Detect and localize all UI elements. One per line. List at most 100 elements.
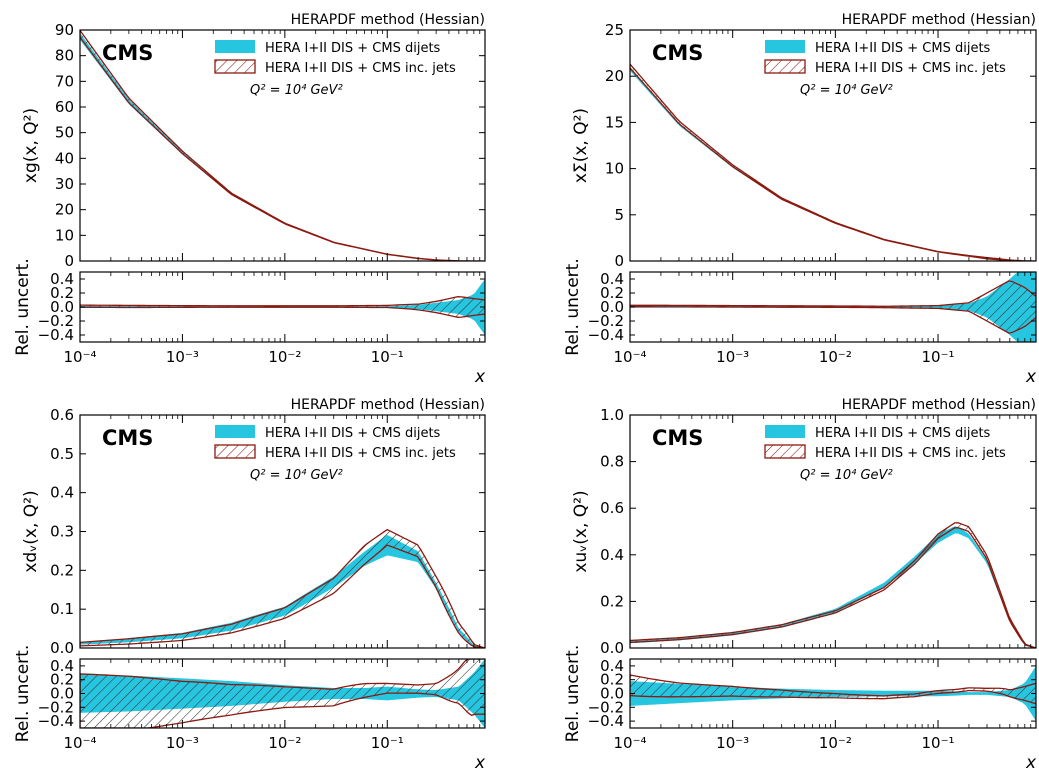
legend-label-dijets: HERA I+II DIS + CMS dijets: [815, 426, 991, 441]
x-axis-label: x: [1025, 753, 1037, 773]
x-axis-label: x: [474, 367, 486, 387]
ratio-tick-label: −0.2: [38, 698, 74, 716]
x-tick-label: 10⁻³: [166, 734, 199, 752]
legend-label-dijets: HERA I+II DIS + CMS dijets: [815, 41, 991, 56]
legend-swatch-dijets: [765, 425, 805, 438]
y-tick-label: 70: [55, 72, 74, 90]
x-tick-label: 10⁻²: [819, 348, 852, 366]
ratio-tick-label: −0.2: [588, 698, 624, 716]
ratio-tick-label: 0.0: [600, 298, 624, 316]
ratio-tick-label: −0.4: [588, 326, 624, 344]
chart-panel-3: 0.00.10.20.30.40.50.60.40.20.0−0.2−0.410…: [13, 397, 486, 773]
y-tick-label: 0: [64, 252, 74, 270]
legend-swatch-incjets: [764, 444, 806, 459]
y-tick-label: 0: [614, 252, 624, 270]
ratio-band-incjets: [80, 296, 485, 318]
y-tick-label: 0.2: [600, 592, 624, 610]
ratio-tick-label: −0.4: [38, 326, 74, 344]
ratio-plot-area: [80, 659, 485, 728]
scale-label: Q² = 10⁴ GeV²: [800, 468, 893, 483]
y-axis-label: xg(x, Q²): [21, 108, 41, 183]
legend-swatch-incjets: [214, 444, 256, 459]
y-tick-label: 25: [605, 21, 624, 39]
x-tick-label: 10⁻⁴: [613, 734, 646, 752]
x-tick-label: 10⁻³: [716, 348, 749, 366]
y-tick-label: 30: [55, 175, 74, 193]
y-tick-label: 0.4: [50, 484, 74, 502]
scale-label: Q² = 10⁴ GeV²: [250, 83, 343, 98]
scale-label: Q² = 10⁴ GeV²: [800, 83, 893, 98]
series-band-dijets: [80, 534, 485, 648]
ratio-tick-label: 0.4: [50, 657, 74, 675]
ratio-plot-area: [630, 272, 1036, 342]
y-tick-label: 15: [605, 113, 624, 131]
ratio-axis-label: Rel. uncert.: [563, 645, 583, 742]
x-tick-label: 10⁻⁴: [63, 348, 96, 366]
x-tick-label: 10⁻²: [268, 348, 301, 366]
ratio-axis-label: Rel. uncert.: [13, 645, 33, 742]
ratio-tick-label: 0.4: [600, 657, 624, 675]
x-axis-label: x: [474, 753, 486, 773]
y-tick-label: 0.1: [50, 600, 74, 618]
x-tick-label: 10⁻¹: [922, 734, 955, 752]
y-tick-label: 0.2: [50, 561, 74, 579]
legend-swatch-incjets: [764, 59, 806, 74]
x-tick-label: 10⁻²: [819, 734, 852, 752]
x-tick-label: 10⁻¹: [371, 734, 404, 752]
y-tick-label: 10: [605, 160, 624, 178]
legend-swatch-incjets: [214, 59, 256, 74]
y-tick-label: 0.3: [50, 523, 74, 541]
ratio-plot-area: [80, 279, 485, 335]
y-tick-label: 40: [55, 149, 74, 167]
x-tick-label: 10⁻³: [166, 348, 199, 366]
ratio-tick-label: 0.2: [50, 284, 74, 302]
ratio-tick-label: 0.0: [600, 685, 624, 703]
series-band-incjets: [80, 528, 485, 648]
main-plot-area: [80, 528, 485, 648]
y-tick-label: 0.6: [50, 406, 74, 424]
ratio-tick-label: −0.4: [588, 712, 624, 730]
legend-label-incjets: HERA I+II DIS + CMS inc. jets: [815, 61, 1006, 76]
ratio-tick-label: 0.2: [600, 284, 624, 302]
y-tick-label: 0.0: [600, 639, 624, 657]
ratio-plot-area: [630, 665, 1036, 722]
cms-label: CMS: [102, 41, 153, 65]
y-tick-label: 1.0: [600, 406, 624, 424]
scale-label: Q² = 10⁴ GeV²: [250, 468, 343, 483]
chart-panel-1: 0 10 20 30 40 50 60 70 80 90 0.40.20.0−0.2−0.4 10⁻⁴…: [13, 12, 486, 387]
method-label: HERAPDF method (Hessian): [842, 12, 1036, 28]
cms-label: CMS: [102, 426, 153, 450]
ratio-band-incjets: [630, 674, 1036, 705]
method-label: HERAPDF method (Hessian): [291, 12, 485, 28]
y-tick-label: 0.6: [600, 499, 624, 517]
ratio-tick-label: 0.2: [600, 671, 624, 689]
legend-label-incjets: HERA I+II DIS + CMS inc. jets: [265, 446, 456, 461]
y-tick-label: 5: [614, 206, 624, 224]
chart-panel-4: 0.00.20.40.60.81.00.40.20.0−0.2−0.410⁻⁴ 1…: [563, 397, 1037, 773]
main-frame: [629, 414, 1037, 649]
legend-label-incjets: HERA I+II DIS + CMS inc. jets: [265, 61, 456, 76]
cms-label: CMS: [652, 426, 703, 450]
y-tick-label: 20: [55, 201, 74, 219]
y-axis-label: xuᵥ(x, Q²): [571, 490, 591, 572]
x-tick-label: 10⁻³: [716, 734, 749, 752]
y-tick-label: 0.0: [50, 639, 74, 657]
y-tick-label: 20: [605, 67, 624, 85]
ratio-tick-label: −0.2: [38, 312, 74, 330]
ratio-tick-label: −0.2: [588, 312, 624, 330]
legend-label-dijets: HERA I+II DIS + CMS dijets: [265, 426, 441, 441]
ratio-tick-label: 0.0: [50, 298, 74, 316]
cms-label: CMS: [652, 41, 703, 65]
main-plot-area: [630, 522, 1036, 648]
ratio-tick-label: 0.4: [50, 270, 74, 288]
x-tick-label: 10⁻¹: [922, 348, 955, 366]
ratio-tick-label: −0.4: [38, 712, 74, 730]
y-tick-label: 10: [55, 226, 74, 244]
main-frame: [629, 29, 1037, 262]
ratio-axis-label: Rel. uncert.: [563, 258, 583, 355]
y-tick-label: 90: [55, 21, 74, 39]
y-axis-label: xΣ(x, Q²): [571, 108, 591, 183]
main-frame: [79, 29, 486, 262]
series-band-incjets: [630, 522, 1036, 648]
